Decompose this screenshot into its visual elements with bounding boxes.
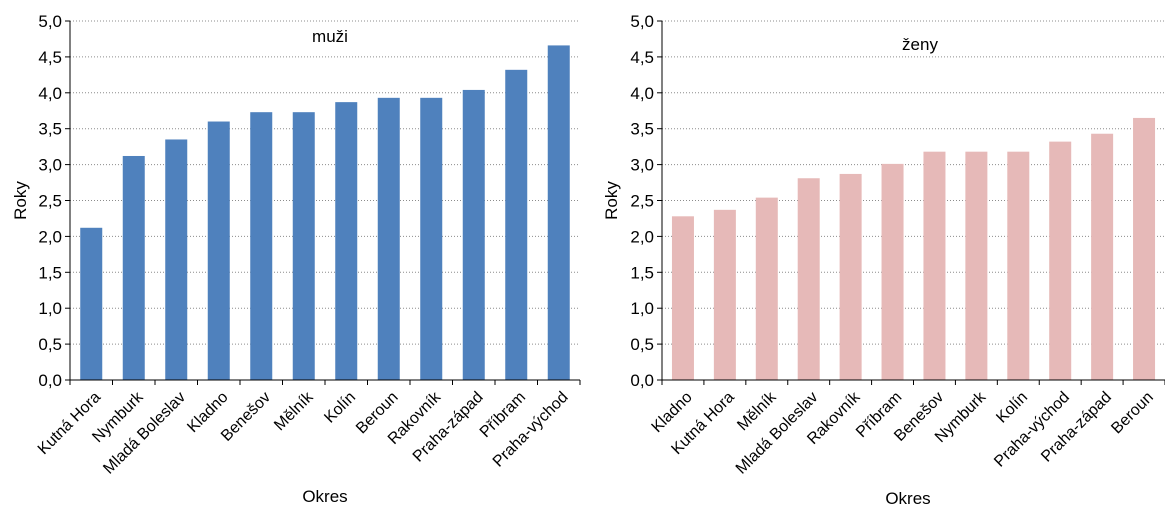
- y-tick-label: 3,0: [38, 156, 62, 175]
- category-label: Mělník: [271, 388, 317, 434]
- bar: [80, 227, 103, 380]
- bar: [839, 173, 862, 380]
- bar: [165, 139, 188, 380]
- bar: [881, 163, 904, 380]
- chart-men: 0,0 0,5 1,0 1,5 2,0 2,5 3,0 3,5 4,0 4,5 5,0 Kutná H…: [11, 12, 581, 506]
- bar: [377, 97, 400, 381]
- y-tick-label: 2,5: [38, 192, 62, 211]
- y-tick-label: 0,0: [630, 371, 654, 390]
- y-tick-label: 3,5: [38, 120, 62, 139]
- chart-women: 0,00,51,01,52,02,53,03,54,04,55,0KladnoK…: [602, 12, 1165, 508]
- y-tick-label: 1,5: [630, 263, 654, 282]
- chart-title: ženy: [902, 35, 938, 54]
- category-label: Beroun: [1108, 389, 1157, 438]
- y-tick-label: 4,0: [38, 84, 62, 103]
- bar: [923, 151, 946, 380]
- y-tick-label: 0,5: [38, 335, 62, 354]
- bar: [292, 112, 315, 380]
- y-tick-label: 0,5: [630, 335, 654, 354]
- bar: [1007, 151, 1030, 380]
- y-tick-label: 2,5: [630, 192, 654, 211]
- y-tick-label: 3,0: [630, 156, 654, 175]
- category-label: Kutná Hora: [35, 389, 104, 458]
- y-tick-label: 4,0: [630, 84, 654, 103]
- y-axis-title: Roky: [11, 181, 30, 220]
- y-tick-label: 1,0: [38, 299, 62, 318]
- y-tick-label: 5,0: [630, 12, 654, 31]
- bar: [671, 216, 694, 380]
- x-axis-title: Okres: [302, 487, 347, 506]
- y-tick-label: 2,0: [630, 227, 654, 246]
- y-tick-label: 5,0: [38, 12, 62, 31]
- y-tick-label: 4,5: [38, 48, 62, 67]
- category-label: Kolín: [993, 389, 1031, 427]
- bar: [505, 69, 528, 380]
- bar: [755, 197, 778, 380]
- y-tick-label: 2,0: [38, 227, 62, 246]
- bar: [1091, 133, 1114, 380]
- y-tick-label: 4,5: [630, 48, 654, 67]
- bar: [797, 178, 820, 380]
- bar: [713, 209, 736, 380]
- x-axis-title: Okres: [885, 489, 930, 508]
- y-tick-label: 1,0: [630, 299, 654, 318]
- y-tick-label: 1,5: [38, 263, 62, 282]
- y-tick-label: 0,0: [38, 371, 62, 390]
- category-label: Kolín: [321, 389, 359, 427]
- y-axis-title: Roky: [602, 181, 621, 220]
- bar: [965, 151, 988, 380]
- bar: [420, 97, 443, 381]
- bar: [1049, 141, 1072, 380]
- category-label: Praha-východ: [490, 389, 572, 471]
- bar: [1133, 117, 1156, 381]
- bar: [335, 102, 358, 380]
- bar: [207, 121, 230, 381]
- bar: [122, 155, 145, 380]
- bar: [462, 89, 485, 380]
- bar: [547, 45, 570, 381]
- y-tick-label: 3,5: [630, 120, 654, 139]
- chart-title: muži: [312, 27, 348, 46]
- bar: [250, 112, 273, 380]
